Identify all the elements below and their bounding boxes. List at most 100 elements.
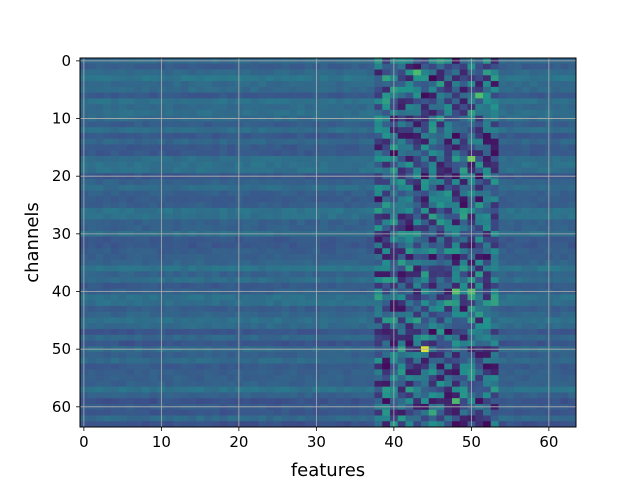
heatmap-cell <box>335 421 344 428</box>
heatmap-cell <box>211 104 220 111</box>
heatmap-cell <box>351 138 360 145</box>
heatmap-cell <box>475 81 484 88</box>
heatmap-cell <box>126 375 135 382</box>
heatmap-cell <box>134 132 143 140</box>
heatmap-cell <box>421 363 430 370</box>
heatmap-cell <box>560 144 569 151</box>
heatmap-cell <box>328 127 337 134</box>
heatmap-cell <box>498 328 507 336</box>
heatmap-cell <box>196 271 205 278</box>
heatmap-cell <box>529 363 538 370</box>
heatmap-cell <box>521 277 530 284</box>
heatmap-cell <box>366 190 375 197</box>
heatmap-cell <box>413 277 422 284</box>
heatmap-cell <box>436 242 445 249</box>
heatmap-cell <box>475 127 484 134</box>
heatmap-cell <box>196 248 205 255</box>
heatmap-cell <box>188 340 197 347</box>
heatmap-cell <box>219 409 228 416</box>
heatmap-cell <box>258 98 267 105</box>
heatmap-cell <box>421 328 430 336</box>
heatmap-cell <box>242 380 251 388</box>
heatmap-cell <box>118 81 127 88</box>
heatmap-cell <box>196 144 205 151</box>
heatmap-cell <box>328 352 337 359</box>
heatmap-cell <box>483 161 492 168</box>
heatmap-cell <box>250 202 259 209</box>
heatmap-cell <box>498 409 507 416</box>
heatmap-cell <box>149 69 158 76</box>
heatmap-cell <box>521 265 530 272</box>
heatmap-cell <box>297 311 306 318</box>
heatmap-cell <box>289 179 298 186</box>
heatmap-cell <box>103 225 112 232</box>
heatmap-cell <box>142 317 151 324</box>
heatmap-cell <box>87 380 96 388</box>
heatmap-cell <box>103 127 112 134</box>
heatmap-cell <box>490 352 499 359</box>
heatmap-cell <box>397 190 406 197</box>
heatmap-cell <box>436 121 445 128</box>
heatmap-cell <box>382 363 391 370</box>
heatmap-cell <box>297 213 306 220</box>
heatmap-cell <box>95 398 104 405</box>
heatmap-cell <box>111 190 120 197</box>
heatmap-cell <box>428 259 437 266</box>
heatmap-cell <box>374 259 383 266</box>
heatmap-cell <box>506 150 515 157</box>
heatmap-cell <box>452 150 461 157</box>
heatmap-cell <box>180 311 189 318</box>
heatmap-cell <box>514 138 523 145</box>
heatmap-cell <box>405 311 414 318</box>
heatmap-cell <box>436 63 445 70</box>
heatmap-cell <box>483 415 492 422</box>
heatmap-cell <box>219 352 228 359</box>
heatmap-cell <box>111 277 120 284</box>
heatmap-cell <box>95 294 104 301</box>
heatmap-cell <box>180 75 189 82</box>
heatmap-cell <box>204 167 213 174</box>
heatmap-cell <box>506 317 515 324</box>
heatmap-cell <box>173 294 182 301</box>
heatmap-cell <box>180 259 189 266</box>
heatmap-cell <box>428 282 437 290</box>
heatmap-cell <box>560 213 569 220</box>
heatmap-cell <box>289 184 298 192</box>
heatmap-cell <box>173 386 182 393</box>
heatmap-cell <box>413 375 422 382</box>
heatmap-cell <box>219 190 228 197</box>
heatmap-cell <box>328 328 337 336</box>
heatmap-cell <box>552 294 561 301</box>
heatmap-cell <box>560 225 569 232</box>
heatmap-cell <box>452 300 461 307</box>
heatmap-cell <box>374 161 383 168</box>
heatmap-cell <box>297 305 306 313</box>
heatmap-cell <box>126 259 135 266</box>
heatmap-cell <box>374 98 383 105</box>
heatmap-cell <box>397 161 406 168</box>
heatmap-cell <box>227 369 236 376</box>
heatmap-cell <box>242 202 251 209</box>
heatmap-cell <box>211 86 220 93</box>
heatmap-cell <box>266 104 275 111</box>
heatmap-cell <box>281 144 290 151</box>
heatmap-cell <box>219 375 228 382</box>
heatmap-cell <box>397 86 406 93</box>
heatmap-cell <box>374 265 383 272</box>
heatmap-cell <box>405 184 414 192</box>
heatmap-cell <box>428 236 437 243</box>
heatmap-cell <box>374 81 383 88</box>
heatmap-cell <box>506 282 515 290</box>
heatmap-cell <box>242 63 251 70</box>
heatmap-cell <box>250 81 259 88</box>
heatmap-cell <box>304 386 313 393</box>
heatmap-cell <box>397 132 406 140</box>
heatmap-cell <box>452 277 461 284</box>
heatmap-cell <box>118 300 127 307</box>
heatmap-cell <box>560 282 569 290</box>
heatmap-cell <box>374 352 383 359</box>
heatmap-cell <box>351 156 360 163</box>
heatmap-cell <box>374 294 383 301</box>
heatmap-cell <box>219 138 228 145</box>
